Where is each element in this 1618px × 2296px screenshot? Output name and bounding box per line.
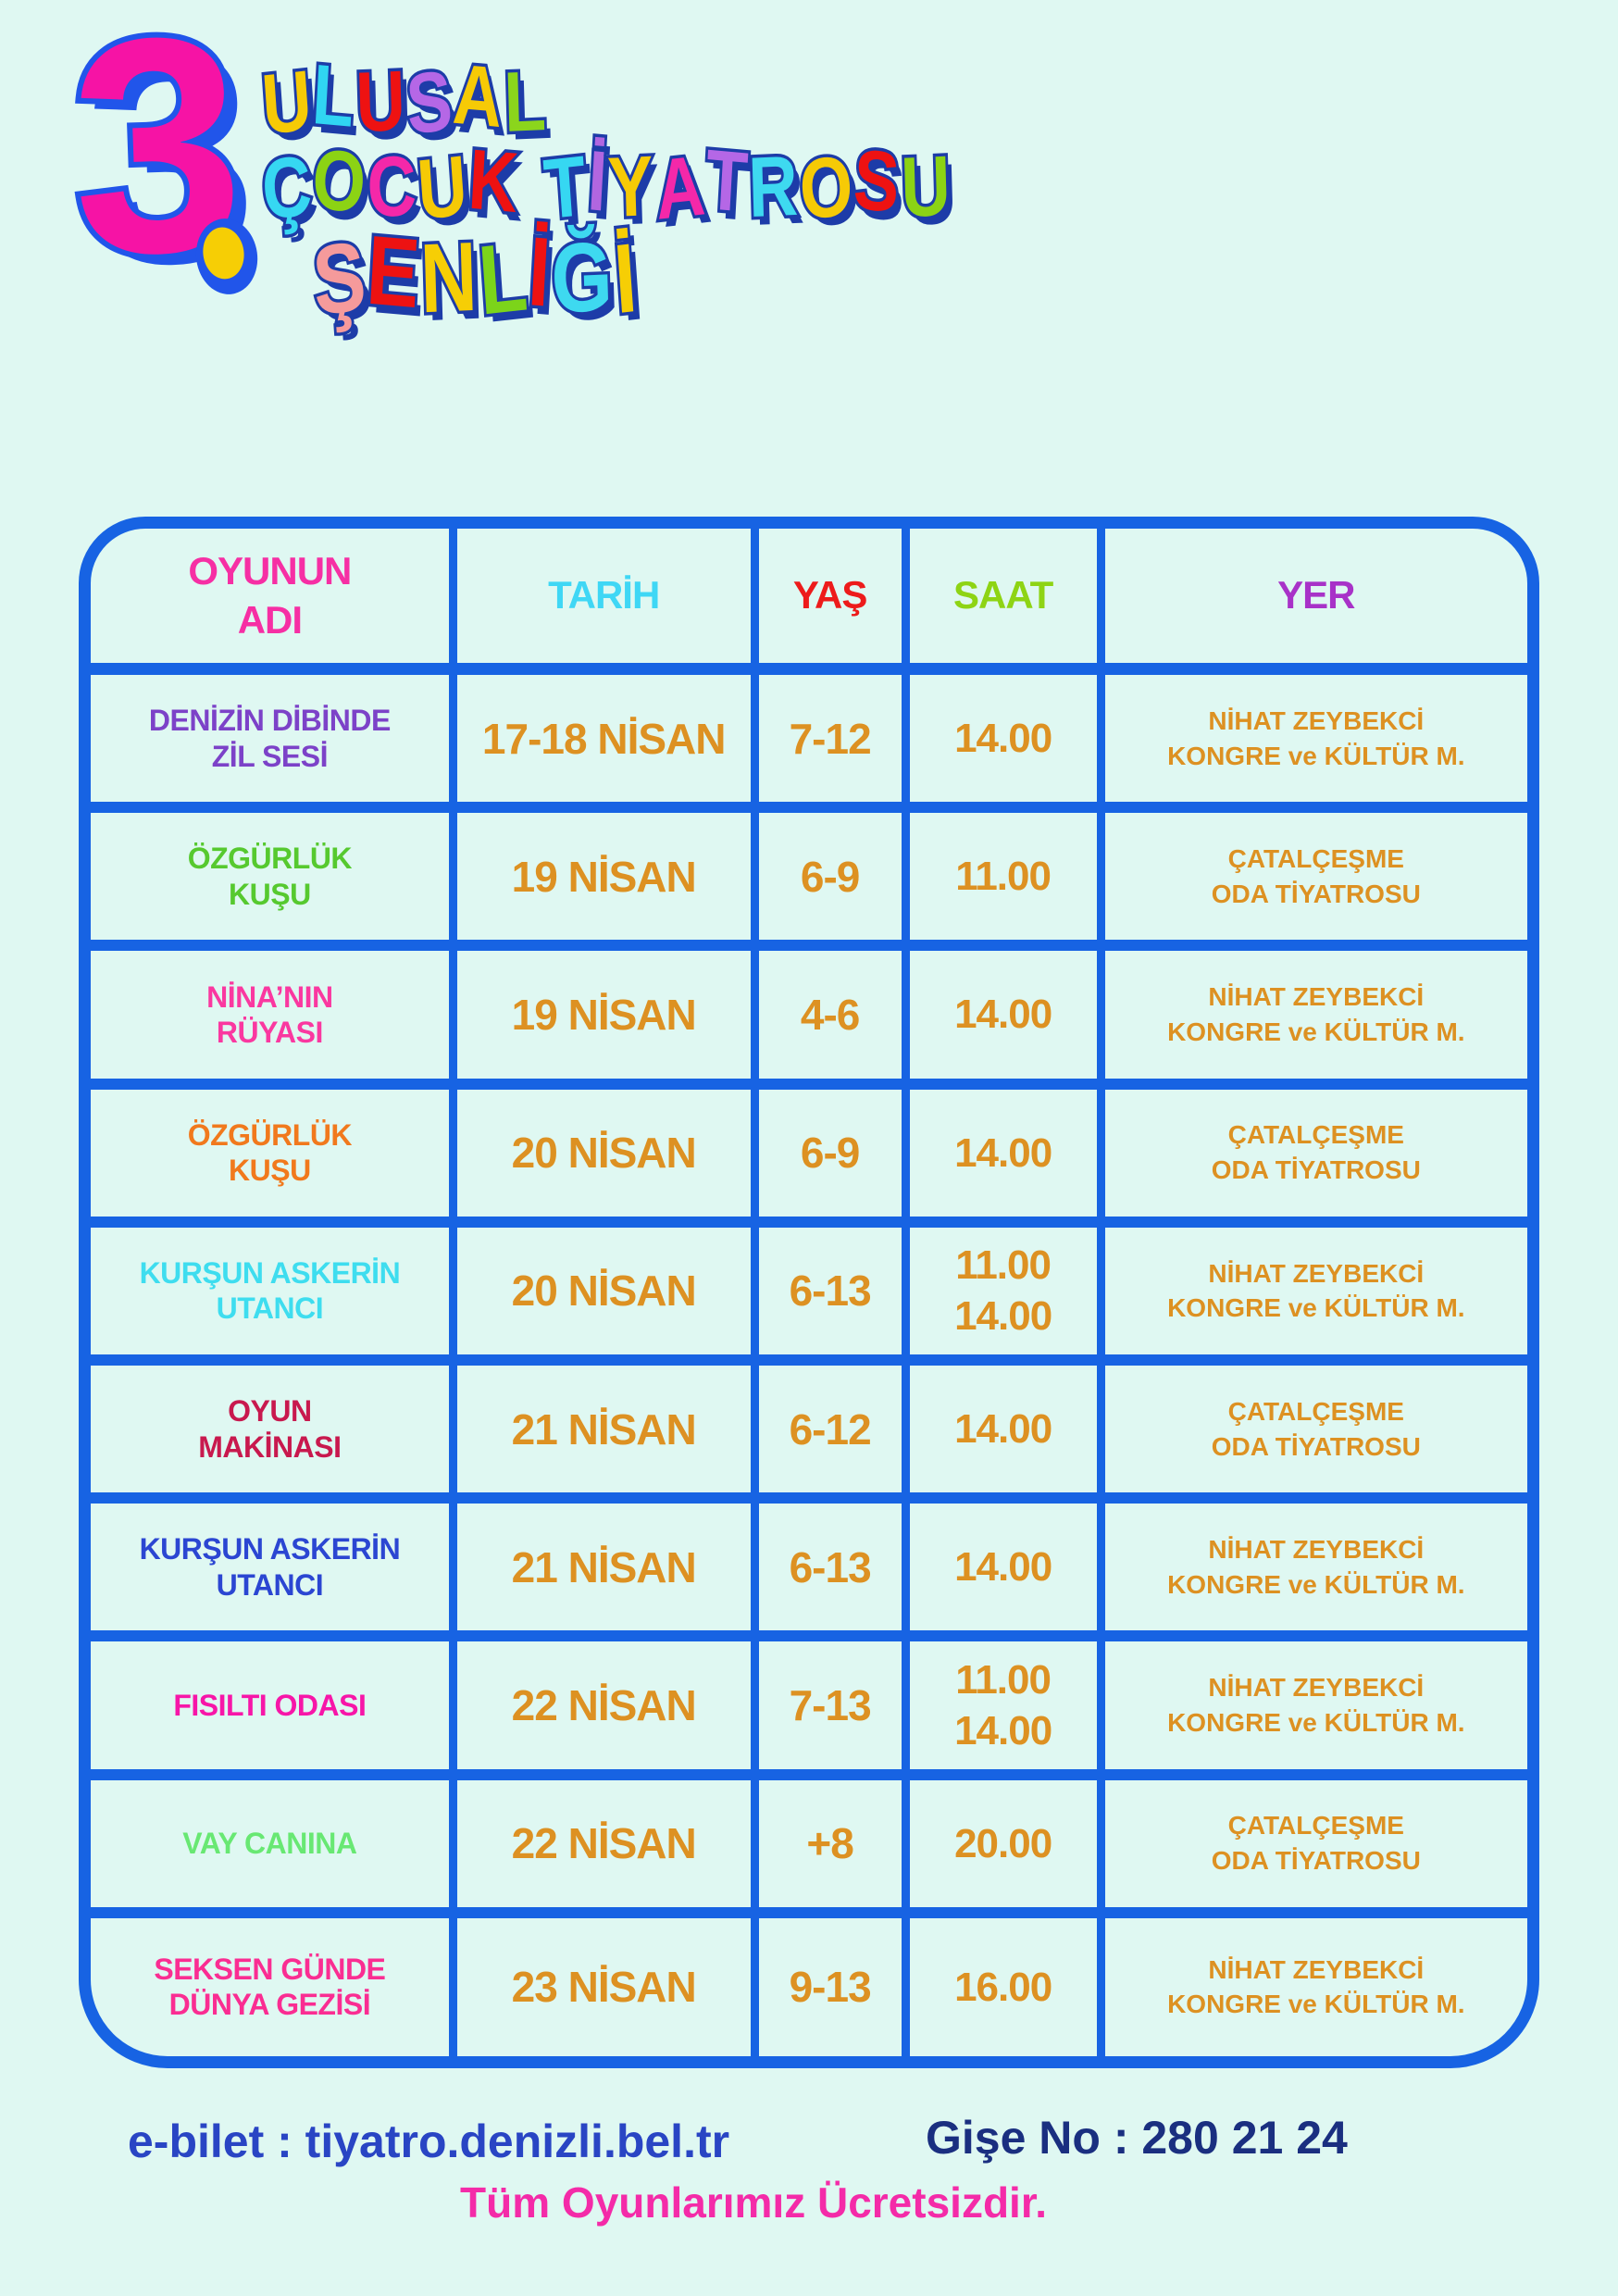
venue-cell: ÇATALÇEŞME ODA TİYATROSU xyxy=(1104,1090,1527,1228)
date-cell: 20 NİSAN xyxy=(456,1089,759,1228)
title-letter: Ç xyxy=(256,135,319,241)
date-cell: 21 NİSAN xyxy=(456,1504,759,1642)
venue-cell: ÇATALÇEŞME ODA TİYATROSU xyxy=(1104,1366,1527,1504)
age-cell: 7-12 xyxy=(758,675,910,814)
age-cell: +8 xyxy=(758,1779,910,1918)
play-name-cell: VAY CANINA xyxy=(91,1779,457,1918)
title-letter: S xyxy=(849,130,907,233)
venue-cell: ÇATALÇEŞME ODA TİYATROSU xyxy=(1104,813,1527,952)
title-line-3: ŞENLİĞİ xyxy=(306,212,644,339)
column-header-saat: SAAT xyxy=(909,529,1105,675)
date-cell: 20 NİSAN xyxy=(456,1227,759,1366)
age-cell: 7-13 xyxy=(758,1641,910,1780)
play-name-cell: OYUN MAKİNASI xyxy=(91,1365,457,1504)
column-header-yas: YAŞ xyxy=(758,529,910,675)
age-cell: 6-12 xyxy=(758,1365,910,1504)
play-name-cell: FISILTI ODASI xyxy=(91,1641,457,1780)
title-letter: L xyxy=(307,44,361,148)
play-name-cell: KURŞUN ASKERİN UTANCI xyxy=(91,1504,457,1642)
free-admission-note: Tüm Oyunlarımız Ücretsizdir. xyxy=(460,2178,1047,2227)
title-letter: İ xyxy=(607,220,644,338)
time-cell: 20.00 xyxy=(909,1779,1105,1918)
title-letter: N xyxy=(417,219,483,337)
title-dot-center xyxy=(199,224,248,282)
play-name-cell: SEKSEN GÜNDE DÜNYA GEZİSİ xyxy=(91,1917,457,2056)
play-name-cell: KURŞUN ASKERİN UTANCI xyxy=(91,1227,457,1366)
play-name-cell: DENİZİN DİBİNDE ZİL SESİ xyxy=(91,675,457,814)
venue-cell: NİHAT ZEYBEKCİ KONGRE ve KÜLTÜR M. xyxy=(1104,1641,1527,1780)
title-letter: S xyxy=(401,50,460,155)
venue-cell: ÇATALÇEŞME ODA TİYATROSU xyxy=(1104,1780,1527,1918)
title-letter: A xyxy=(649,135,712,241)
time-cell: 14.00 xyxy=(909,675,1105,814)
time-cell: 14.00 xyxy=(909,1504,1105,1642)
date-cell: 19 NİSAN xyxy=(456,813,759,952)
column-header-oyunun-adi: OYUNUN ADI xyxy=(91,529,457,675)
time-cell: 14.00 xyxy=(909,1089,1105,1228)
title-letter: T xyxy=(700,130,753,233)
title-letter: Ş xyxy=(306,218,373,339)
date-cell: 17-18 NİSAN xyxy=(456,675,759,814)
date-cell: 23 NİSAN xyxy=(457,1917,759,2056)
play-name-cell: ÖZGÜRLÜK KUŞU xyxy=(91,1089,457,1228)
column-header-tarih: TARİH xyxy=(456,529,759,675)
time-cell: 11.00 14.00 xyxy=(909,1641,1105,1780)
age-cell: 4-6 xyxy=(758,951,910,1090)
time-cell: 11.00 14.00 xyxy=(909,1227,1105,1366)
time-cell: 14.00 xyxy=(909,1365,1105,1504)
title-letter: U xyxy=(352,51,411,154)
date-cell: 22 NİSAN xyxy=(456,1779,759,1918)
time-cell: 16.00 xyxy=(910,1917,1105,2056)
schedule-table: OYUNUN ADI TARİH YAŞ SAAT YER DENİZİN DİBİNDE… xyxy=(79,517,1539,2068)
venue-cell: NİHAT ZEYBEKCİ KONGRE ve KÜLTÜR M. xyxy=(1104,1228,1527,1366)
date-cell: 21 NİSAN xyxy=(456,1365,759,1504)
age-cell: 6-9 xyxy=(758,813,910,952)
venue-cell: NİHAT ZEYBEKCİ KONGRE ve KÜLTÜR M. xyxy=(1104,951,1527,1090)
play-name-cell: ÖZGÜRLÜK KUŞU xyxy=(91,813,457,952)
venue-cell: NİHAT ZEYBEKCİ KONGRE ve KÜLTÜR M. xyxy=(1104,675,1527,814)
title-letter: O xyxy=(793,135,860,241)
date-cell: 22 NİSAN xyxy=(456,1641,759,1780)
title-letter: E xyxy=(361,212,427,331)
title-letter: Ğ xyxy=(547,218,618,336)
title-letter: L xyxy=(500,51,552,153)
venue-cell: NİHAT ZEYBEKCİ KONGRE ve KÜLTÜR M. xyxy=(1167,1954,1465,2019)
title-letter: R xyxy=(744,136,803,239)
age-cell: 6-9 xyxy=(758,1089,910,1228)
title-letter: O xyxy=(307,129,373,233)
box-office-phone: Gişe No : 280 21 24 xyxy=(926,2112,1348,2164)
title-letter: K xyxy=(463,130,525,234)
time-cell: 14.00 xyxy=(909,951,1105,1090)
ebilet-info: e-bilet : tiyatro.denizli.bel.tr xyxy=(128,2115,730,2167)
time-cell: 11.00 xyxy=(909,813,1105,952)
title-letter: Y xyxy=(604,136,659,238)
age-cell: 6-13 xyxy=(758,1504,910,1642)
date-cell: 19 NİSAN xyxy=(456,951,759,1090)
title-letter: U xyxy=(897,136,956,239)
title-letter: U xyxy=(256,50,319,156)
venue-cell: NİHAT ZEYBEKCİ KONGRE ve KÜLTÜR M. xyxy=(1104,1504,1527,1642)
title-letter: L xyxy=(472,218,535,339)
age-cell: 9-13 xyxy=(759,1917,910,2056)
play-name-cell: NİNA’NIN RÜYASI xyxy=(91,951,457,1090)
title-letter: A xyxy=(448,44,510,149)
column-header-yer: YER xyxy=(1104,529,1527,675)
age-cell: 6-13 xyxy=(758,1227,910,1366)
